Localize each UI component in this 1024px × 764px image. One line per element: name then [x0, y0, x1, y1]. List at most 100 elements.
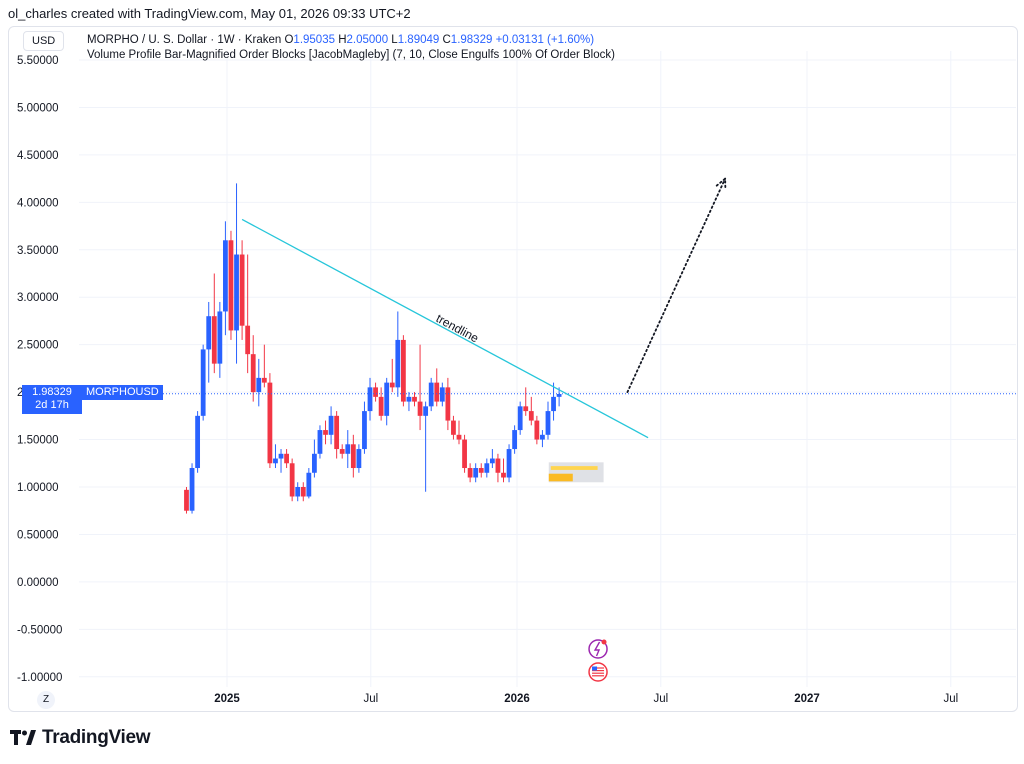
- candle-body: [289, 463, 295, 497]
- candle-body: [334, 415, 340, 450]
- tradingview-logo-icon: [10, 730, 36, 745]
- candle: [223, 221, 228, 336]
- y-axis: 5.50000 5.00000 4.50000 4.00000 3.50000 3.000…: [17, 55, 62, 684]
- candle-body: [473, 468, 479, 478]
- candle: [300, 482, 306, 502]
- candle-body: [412, 396, 417, 402]
- candle: [373, 382, 378, 402]
- candle: [400, 335, 406, 407]
- candle-body: [339, 449, 345, 454]
- candle-body: [256, 377, 262, 393]
- candle-body: [345, 444, 351, 454]
- tradingview-brand[interactable]: TradingView: [10, 727, 151, 749]
- candle-body: [512, 430, 518, 450]
- candle: [295, 482, 301, 502]
- candle: [439, 382, 445, 407]
- candle: [417, 344, 423, 431]
- x-axis: 2025 Jul 2026 Jul 2027 Jul: [214, 693, 958, 705]
- candle: [434, 368, 440, 407]
- candle: [540, 430, 545, 448]
- candle: [267, 373, 273, 469]
- candle: [206, 301, 212, 383]
- candle-body: [261, 377, 267, 383]
- candle-body: [489, 458, 495, 464]
- price-chart[interactable]: 5.50000 5.00000 4.50000 4.00000 3.50000 3.000…: [9, 27, 1017, 711]
- candle-body: [217, 311, 223, 364]
- legend-low-label: L: [391, 34, 398, 46]
- candle: [406, 392, 412, 412]
- candle-body: [545, 411, 551, 435]
- candle-body: [228, 240, 234, 331]
- candle-body: [517, 406, 523, 431]
- candle: [478, 463, 484, 478]
- indicator-title[interactable]: Volume Profile Bar-Magnified Order Block…: [87, 49, 615, 61]
- candle: [189, 463, 195, 514]
- legend-low: 1.89049: [397, 34, 440, 46]
- candle: [489, 449, 495, 469]
- legend-close: 1.98329: [450, 34, 493, 46]
- candle: [362, 401, 367, 454]
- candle: [234, 183, 239, 364]
- legend-high-label: H: [338, 34, 347, 46]
- candle-body: [267, 382, 273, 464]
- candle: [311, 439, 317, 478]
- order-block-poc: [550, 466, 598, 470]
- candle-body: [311, 453, 317, 473]
- candle: [428, 377, 434, 412]
- candle-body: [445, 387, 451, 421]
- legend-close-label: C: [442, 34, 451, 46]
- chart-frame[interactable]: 5.50000 5.00000 4.50000 4.00000 3.50000 3.000…: [8, 26, 1018, 712]
- candle: [412, 392, 417, 407]
- candle-body: [200, 349, 206, 416]
- candle-body: [378, 396, 384, 416]
- lightning-bolt-icon: [593, 641, 601, 657]
- candle-body: [317, 430, 323, 454]
- y-tick-label: -1.00000: [17, 672, 62, 684]
- candle-body: [306, 472, 312, 497]
- x-tick-label: Jul: [653, 693, 668, 705]
- candle-body: [278, 453, 284, 459]
- currency-button[interactable]: USD: [23, 31, 65, 51]
- candle-body: [395, 339, 401, 388]
- brand-name: TradingView: [42, 727, 151, 748]
- y-tick-label: 0.50000: [17, 529, 59, 541]
- candle-body: [362, 411, 367, 450]
- last-price-label: 1.98329 2d 17h: [22, 385, 82, 414]
- candle-body: [451, 420, 456, 435]
- x-tick-label: Jul: [943, 693, 958, 705]
- candle: [273, 444, 278, 469]
- event-icons: [588, 639, 608, 682]
- candle-body: [234, 254, 239, 331]
- candle-body: [439, 387, 445, 402]
- candle: [445, 377, 451, 431]
- flag-canton: [592, 666, 598, 671]
- candle-body: [506, 449, 512, 478]
- candle: [261, 344, 267, 388]
- candle: [245, 254, 251, 374]
- legend-symbol[interactable]: MORPHO / U. S. Dollar · 1W · Kraken: [87, 34, 282, 46]
- candle: [250, 335, 256, 402]
- candle: [328, 406, 334, 445]
- y-tick-label: -0.50000: [17, 624, 62, 636]
- candle: [517, 401, 523, 435]
- legend-change: +0.03131 (+1.60%): [495, 34, 595, 46]
- candle: [200, 344, 206, 421]
- candle: [389, 358, 395, 393]
- y-tick-label: 4.00000: [17, 197, 59, 209]
- candle: [456, 420, 462, 445]
- candle-body: [534, 420, 540, 440]
- order-block-volume-bar: [548, 473, 573, 482]
- candle-body: [540, 434, 545, 440]
- chart-legend: MORPHO / U. S. Dollar · 1W · Kraken O1.9…: [87, 33, 615, 63]
- candle: [467, 463, 473, 483]
- candle-body: [373, 387, 378, 397]
- y-tick-label: 3.00000: [17, 292, 59, 304]
- timezone-button[interactable]: Z: [37, 691, 55, 709]
- candle: [317, 425, 323, 459]
- y-tick-label: 2.50000: [17, 340, 59, 352]
- trendline: [241, 218, 649, 439]
- candle: [195, 411, 201, 473]
- legend-open: 1.95035: [293, 34, 335, 46]
- candle: [512, 425, 518, 454]
- candle-body: [323, 430, 328, 435]
